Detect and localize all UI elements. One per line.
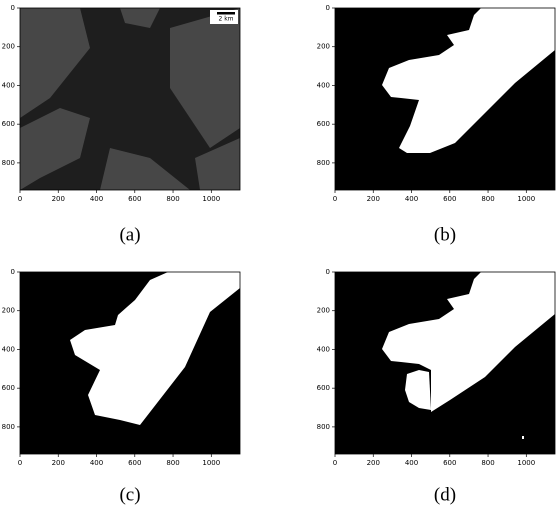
- scale-label: 2 km: [218, 280, 233, 287]
- x-tick-label: 200: [52, 459, 65, 467]
- figure: 2 km 0 200 400 600 800 1000 0 200 400 600 800 (a) 2 k…: [0, 0, 556, 506]
- x-tick-label: 1000: [202, 195, 220, 203]
- y-tick-label: 400: [2, 345, 15, 353]
- scale-bar: [217, 276, 235, 279]
- panel-caption: (a): [119, 224, 140, 245]
- scale-bar: [532, 276, 550, 279]
- y-tick-label: 600: [317, 120, 330, 128]
- y-tick-label: 200: [317, 307, 330, 315]
- x-tick-label: 200: [52, 195, 65, 203]
- scale-label: 2 km: [218, 16, 233, 23]
- x-tick-label: 0: [333, 459, 337, 467]
- x-tick-label: 400: [405, 459, 418, 467]
- x-tick-label: 1000: [202, 459, 220, 467]
- panel: 2 km 0 200 400 600 800 1000 0 200 400 600 800: [2, 4, 240, 203]
- scale-bar: [532, 12, 550, 15]
- panel: 2 km 0 200 400 600 800 1000 0 200 400 600 800: [317, 268, 555, 467]
- x-tick-label: 800: [166, 459, 179, 467]
- y-tick-label: 800: [317, 423, 330, 431]
- x-tick-label: 800: [481, 459, 494, 467]
- y-tick-label: 200: [2, 307, 15, 315]
- x-tick-label: 600: [443, 195, 456, 203]
- x-tick-label: 1000: [517, 459, 535, 467]
- x-tick-label: 0: [333, 195, 337, 203]
- y-tick-label: 200: [2, 43, 15, 51]
- scale-label: 2 km: [533, 280, 548, 287]
- y-tick-label: 800: [2, 423, 15, 431]
- panel-caption: (b): [434, 224, 456, 245]
- y-tick-label: 800: [2, 159, 15, 167]
- panel-caption: (c): [119, 484, 140, 505]
- x-tick-label: 1000: [517, 195, 535, 203]
- x-tick-label: 400: [90, 459, 103, 467]
- y-tick-label: 0: [11, 268, 15, 276]
- x-tick-label: 200: [367, 195, 380, 203]
- scale-label: 2 km: [533, 16, 548, 23]
- panel-caption: (d): [434, 484, 456, 505]
- y-tick-label: 200: [317, 43, 330, 51]
- x-tick-label: 200: [367, 459, 380, 467]
- y-tick-label: 400: [317, 345, 330, 353]
- panel: 2 km 0 200 400 600 800 1000 0 200 400 600 800: [317, 4, 555, 203]
- y-tick-label: 600: [2, 384, 15, 392]
- y-tick-label: 400: [2, 81, 15, 89]
- x-tick-label: 0: [18, 195, 22, 203]
- x-tick-label: 400: [90, 195, 103, 203]
- y-tick-label: 600: [2, 120, 15, 128]
- x-tick-label: 600: [128, 195, 141, 203]
- y-tick-label: 0: [11, 4, 15, 12]
- x-tick-label: 800: [481, 195, 494, 203]
- y-tick-label: 800: [317, 159, 330, 167]
- y-tick-label: 600: [317, 384, 330, 392]
- y-tick-label: 0: [326, 268, 330, 276]
- noise-speck: [522, 436, 524, 439]
- x-tick-label: 800: [166, 195, 179, 203]
- panel: 2 km 0 200 400 600 800 1000 0 200 400 600 800: [2, 268, 240, 467]
- noise-speck: [425, 330, 428, 332]
- x-tick-label: 600: [128, 459, 141, 467]
- y-tick-label: 0: [326, 4, 330, 12]
- scale-bar: [217, 12, 235, 15]
- x-tick-label: 400: [405, 195, 418, 203]
- x-tick-label: 600: [443, 459, 456, 467]
- x-tick-label: 0: [18, 459, 22, 467]
- y-tick-label: 400: [317, 81, 330, 89]
